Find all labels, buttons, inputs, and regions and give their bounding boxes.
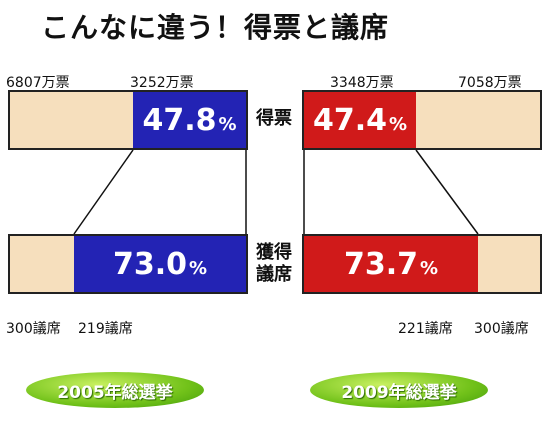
seats-total-label-2009: 300議席 (474, 321, 529, 337)
votes-party-label-2009: 3348万票 (330, 75, 394, 91)
seats-row-label: 獲得 議席 (248, 242, 300, 286)
election-badge-2009: 2009年総選挙 (310, 372, 488, 408)
votes-bar-2005: 47.8% (8, 90, 248, 150)
seats-share-fill-2009: 73.7% (304, 236, 478, 292)
seats-party-label-2005: 219議席 (78, 321, 133, 337)
seats-total-label-2005: 300議席 (6, 321, 61, 337)
seats-bar-2005: 73.0% (8, 234, 248, 294)
votes-bar-2009: 47.4% (302, 90, 542, 150)
connector-left-2005 (73, 149, 134, 235)
seats-pct-2005: 73.0 (112, 246, 187, 282)
connector-right-2009 (415, 149, 479, 235)
votes-total-label-2009: 7058万票 (458, 75, 522, 91)
pct-unit: % (218, 113, 237, 135)
seats-share-fill-2005: 73.0% (74, 236, 246, 292)
pct-unit: % (188, 257, 208, 279)
seats-bar-2009: 73.7% (302, 234, 542, 294)
votes-share-fill-2009: 47.4% (304, 92, 416, 148)
votes-share-fill-2005: 47.8% (133, 92, 246, 148)
seats-party-label-2009: 221議席 (398, 321, 453, 337)
seats-row-label-line1: 獲得 (256, 242, 292, 263)
votes-total-label-2005: 6807万票 (6, 75, 70, 91)
votes-row-label: 得票 (256, 108, 292, 129)
votes-pct-2005: 47.8 (142, 102, 217, 138)
votes-party-label-2005: 3252万票 (130, 75, 194, 91)
seats-row-label-line2: 議席 (256, 264, 292, 285)
seats-pct-2009: 73.7 (343, 246, 418, 282)
chart-title: こんなに違う！得票と議席 (40, 11, 389, 44)
pct-unit: % (388, 113, 408, 135)
votes-pct-2009: 47.4 (312, 102, 387, 138)
pct-unit: % (419, 257, 439, 279)
election-badge-2005: 2005年総選挙 (26, 372, 204, 408)
